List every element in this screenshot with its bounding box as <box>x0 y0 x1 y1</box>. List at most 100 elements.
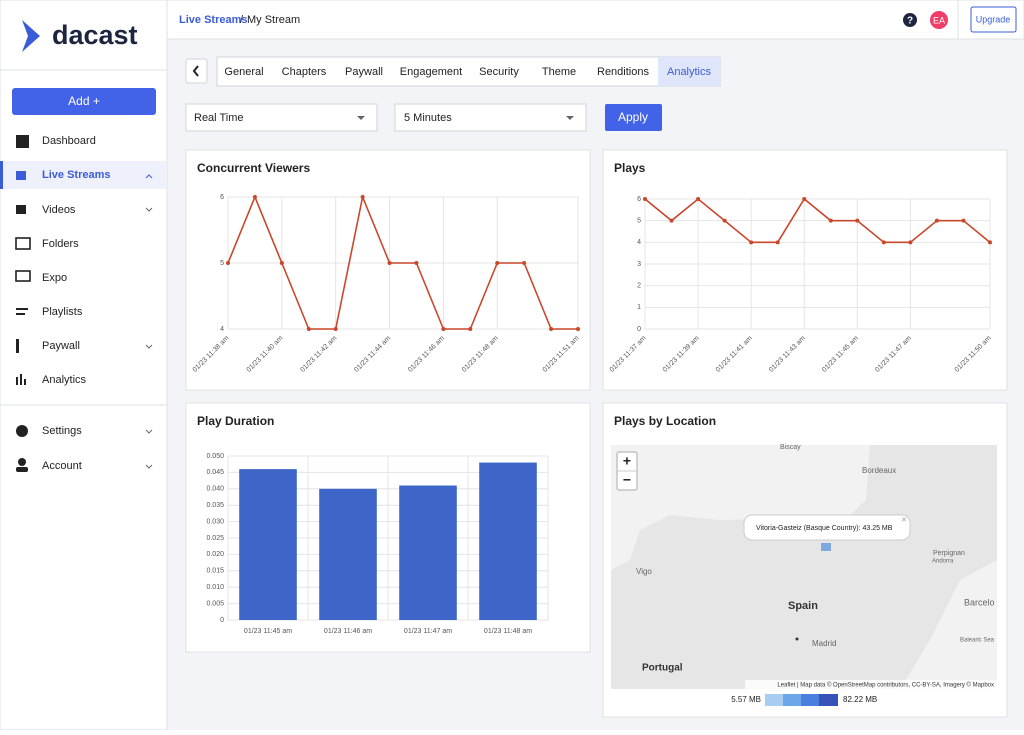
point <box>802 197 807 201</box>
nav-item[interactable]: Expo <box>42 272 67 284</box>
chevron <box>145 207 153 212</box>
help-icon[interactable] <box>903 13 917 27</box>
icon <box>16 377 18 385</box>
region-shape[interactable] <box>821 543 831 551</box>
avatar-label: EA <box>933 15 945 25</box>
y-tick-label: 4 <box>637 239 641 246</box>
upgrade-label: Upgrade <box>976 14 1011 24</box>
icon <box>16 308 28 310</box>
chart-panel <box>185 149 591 391</box>
nav-item[interactable]: Videos <box>42 204 76 216</box>
nav-item[interactable]: Live Streams <box>42 169 110 181</box>
y-tick-label: 0.045 <box>206 469 224 476</box>
map-title: Plays by Location <box>614 414 716 428</box>
legend-swatch <box>819 694 838 706</box>
logo-icon <box>22 20 40 52</box>
x-tick-label: 01/23 11:45 am <box>244 628 292 635</box>
tab[interactable]: Renditions <box>597 66 649 78</box>
point <box>696 197 701 201</box>
avatar[interactable] <box>930 11 948 29</box>
popup <box>743 514 911 541</box>
map-label: Barcelo <box>964 597 995 607</box>
y-tick-label: 0 <box>637 326 641 333</box>
y-tick-label: 0.025 <box>206 535 224 542</box>
tab[interactable]: Security <box>479 66 519 78</box>
y-tick-label: 0.005 <box>206 600 224 607</box>
line <box>227 194 578 330</box>
back-icon <box>192 65 199 77</box>
point <box>908 240 913 245</box>
point <box>828 218 833 223</box>
upgrade-button[interactable] <box>970 6 1017 33</box>
nav-item[interactable]: Paywall <box>42 340 80 352</box>
point <box>226 261 230 265</box>
point <box>722 218 727 223</box>
line <box>644 197 991 244</box>
back-button[interactable] <box>185 58 208 84</box>
y-tick-label: 4 <box>220 326 224 333</box>
tab[interactable]: General <box>224 66 263 78</box>
chart-title: Plays <box>614 161 646 175</box>
icon <box>20 374 22 385</box>
nav-item[interactable]: Playlists <box>42 306 83 318</box>
point <box>333 327 338 331</box>
map-label: Bordeaux <box>862 466 896 475</box>
bar <box>239 469 297 620</box>
tab[interactable]: Engagement <box>400 66 462 78</box>
bar <box>319 488 377 620</box>
y-tick-label: 0 <box>220 617 224 624</box>
nav-item[interactable]: Folders <box>42 238 79 250</box>
sidebar-icons <box>15 135 31 472</box>
y-tick-label: 0.050 <box>206 453 224 460</box>
y-tick-label: 5 <box>637 218 641 225</box>
point <box>775 240 780 245</box>
point <box>961 218 966 223</box>
map-label: Portugal <box>642 663 683 674</box>
nav-item[interactable]: Account <box>42 460 82 472</box>
attribution-bg <box>745 680 997 689</box>
icon <box>24 379 26 385</box>
nav-item[interactable]: Settings <box>42 425 82 437</box>
icon <box>16 205 26 214</box>
dropdown-arrow <box>566 116 574 120</box>
tab[interactable]: Chapters <box>282 66 327 78</box>
y-tick-label: 0.030 <box>206 518 224 525</box>
active-tab-bg <box>658 57 720 86</box>
x-tick-label: 01/23 11:48 am <box>484 628 532 635</box>
tab-bar <box>216 56 721 87</box>
y-tick-label: 6 <box>220 194 224 201</box>
legend-swatch <box>765 694 783 706</box>
nav-item[interactable]: Dashboard <box>42 135 96 147</box>
breadcrumb-link[interactable]: Live Streams <box>179 14 247 26</box>
nav-item[interactable]: Analytics <box>42 374 87 386</box>
zoom-in[interactable]: + <box>623 453 631 469</box>
header <box>166 0 1024 40</box>
point <box>934 218 939 223</box>
chevron <box>145 344 153 349</box>
map-label: Perpignan <box>933 550 965 557</box>
chart-title: Play Duration <box>197 414 274 428</box>
tab[interactable]: Theme <box>542 66 576 78</box>
sidebar <box>0 0 168 731</box>
point <box>522 261 527 265</box>
point <box>881 240 886 245</box>
breadcrumb-separator: / <box>240 14 244 26</box>
apply-label: Apply <box>618 110 648 124</box>
bar <box>399 485 457 620</box>
popup-close[interactable]: × <box>901 514 906 524</box>
point <box>306 327 311 331</box>
map-label: Andorra <box>932 559 954 565</box>
x-tick-label: 01/23 11:47 am <box>404 628 452 635</box>
add-button[interactable] <box>12 88 156 115</box>
interval-select[interactable] <box>394 103 587 132</box>
map-label: Vigo <box>636 567 652 576</box>
tab[interactable]: Analytics <box>667 66 712 78</box>
zoom-out[interactable]: − <box>623 472 631 488</box>
popup-text: Vitoria-Gasteiz (Basque Country): 43.25 … <box>756 525 893 532</box>
range-select[interactable] <box>185 103 378 132</box>
icon <box>15 270 31 282</box>
apply-button[interactable] <box>605 104 662 131</box>
tab[interactable]: Paywall <box>345 66 383 78</box>
chart-title: Concurrent Viewers <box>197 161 310 175</box>
